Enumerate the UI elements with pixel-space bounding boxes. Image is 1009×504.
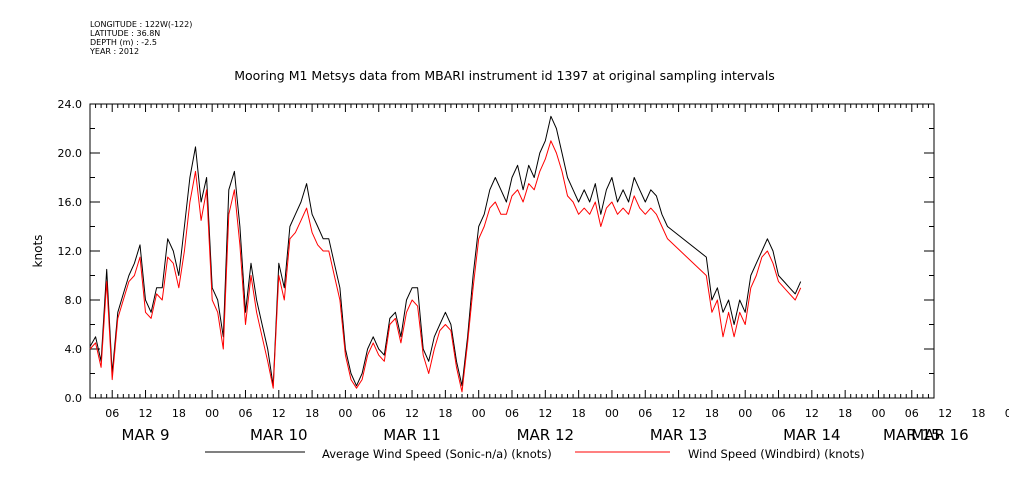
x-tick-label: 06 <box>638 407 652 420</box>
chart-title: Mooring M1 Metsys data from MBARI instru… <box>234 68 775 83</box>
x-tick-label: 18 <box>838 407 852 420</box>
x-tick-label: 00 <box>605 407 619 420</box>
x-tick-label: 18 <box>971 407 985 420</box>
x-tick-label: 12 <box>672 407 686 420</box>
plot-frame <box>89 103 935 399</box>
depth-label: DEPTH (m) : -2.5 <box>90 38 157 47</box>
x-tick-label: 12 <box>405 407 419 420</box>
x-tick-label: 00 <box>472 407 486 420</box>
y-tick-label: 24.0 <box>58 98 83 111</box>
x-tick-label: 06 <box>105 407 119 420</box>
y-tick-label: 8.0 <box>65 294 83 307</box>
latitude-label: LATITUDE : 36.8N <box>90 29 161 38</box>
x-day-label: MAR 10 <box>250 426 307 444</box>
x-tick-label: 18 <box>572 407 586 420</box>
year-label: YEAR : 2012 <box>90 47 140 56</box>
longitude-label: LONGITUDE : 122W(-122) <box>90 20 193 29</box>
x-tick-label: 18 <box>705 407 719 420</box>
x-tick-label: 00 <box>871 407 885 420</box>
x-tick-label: 06 <box>772 407 786 420</box>
x-tick-label: 06 <box>372 407 386 420</box>
x-tick-label: 18 <box>172 407 186 420</box>
x-tick-label: 18 <box>305 407 319 420</box>
x-day-label: MAR 16 <box>911 426 968 444</box>
plot-axes <box>89 103 935 399</box>
series-line-sonic <box>89 115 802 387</box>
x-tick-label: 12 <box>139 407 153 420</box>
x-tick-label: 06 <box>505 407 519 420</box>
x-tick-label: 00 <box>1005 407 1009 420</box>
x-tick-label: 12 <box>938 407 952 420</box>
x-tick-label: 00 <box>738 407 752 420</box>
x-day-label: MAR 9 <box>122 426 170 444</box>
x-day-label: MAR 12 <box>517 426 574 444</box>
series-line-windbird <box>89 140 802 393</box>
x-tick-label: 06 <box>905 407 919 420</box>
y-axis-label: knots <box>31 235 45 268</box>
axis-labels: 06 12 18 00 06 12 18 00 06 12 18 00 06 12 18 00 06 12 18 00… <box>31 98 1009 444</box>
x-day-label: MAR 14 <box>783 426 840 444</box>
x-day-label: MAR 15 <box>883 426 940 444</box>
x-tick-label: 06 <box>238 407 252 420</box>
legend-label: Average Wind Speed (Sonic-n/a) (knots) <box>322 447 552 461</box>
metadata-block: LONGITUDE : 122W(-122) LATITUDE : 36.8N … <box>90 20 192 56</box>
x-tick-label: 12 <box>272 407 286 420</box>
x-tick-label: 00 <box>205 407 219 420</box>
x-tick-label: 12 <box>538 407 552 420</box>
x-tick-label: 12 <box>805 407 819 420</box>
legend: Average Wind Speed (Sonic-n/a) (knots) Wi… <box>205 447 865 461</box>
y-tick-label: 4.0 <box>65 343 83 356</box>
x-tick-label: 18 <box>438 407 452 420</box>
y-tick-label: 20.0 <box>58 147 83 160</box>
x-day-label: MAR 11 <box>383 426 440 444</box>
x-tick-label: 00 <box>338 407 352 420</box>
y-tick-label: 12.0 <box>58 245 83 258</box>
legend-label: Wind Speed (Windbird) (knots) <box>688 447 865 461</box>
x-day-label: MAR 13 <box>650 426 707 444</box>
y-tick-label: 16.0 <box>58 196 83 209</box>
plot-lines <box>89 115 802 393</box>
y-tick-label: 0.0 <box>65 392 83 405</box>
